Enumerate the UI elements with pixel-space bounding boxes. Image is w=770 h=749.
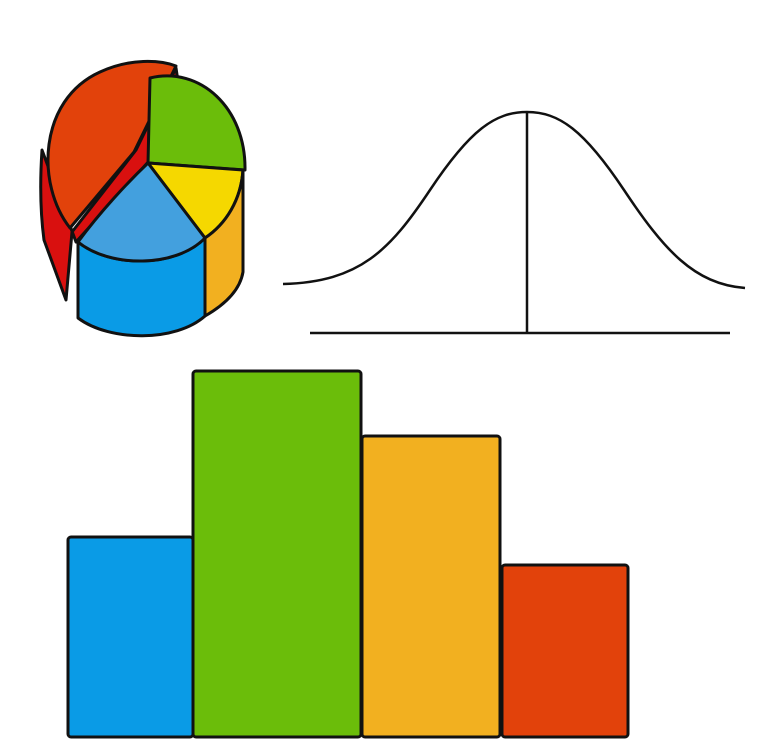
pie-red-slice <box>46 59 178 230</box>
bell-curve <box>282 110 746 290</box>
bar-blue <box>66 535 195 739</box>
pie-green-slice <box>146 74 247 172</box>
pie-blue-slice <box>76 161 207 263</box>
pie-chart-3d <box>39 59 247 338</box>
bar-red <box>500 563 630 739</box>
bell-curve-chart <box>282 110 746 335</box>
bar-chart <box>66 369 630 739</box>
bar-green <box>191 369 363 739</box>
bar-orange <box>360 434 502 739</box>
pie-orange-side <box>203 168 245 318</box>
